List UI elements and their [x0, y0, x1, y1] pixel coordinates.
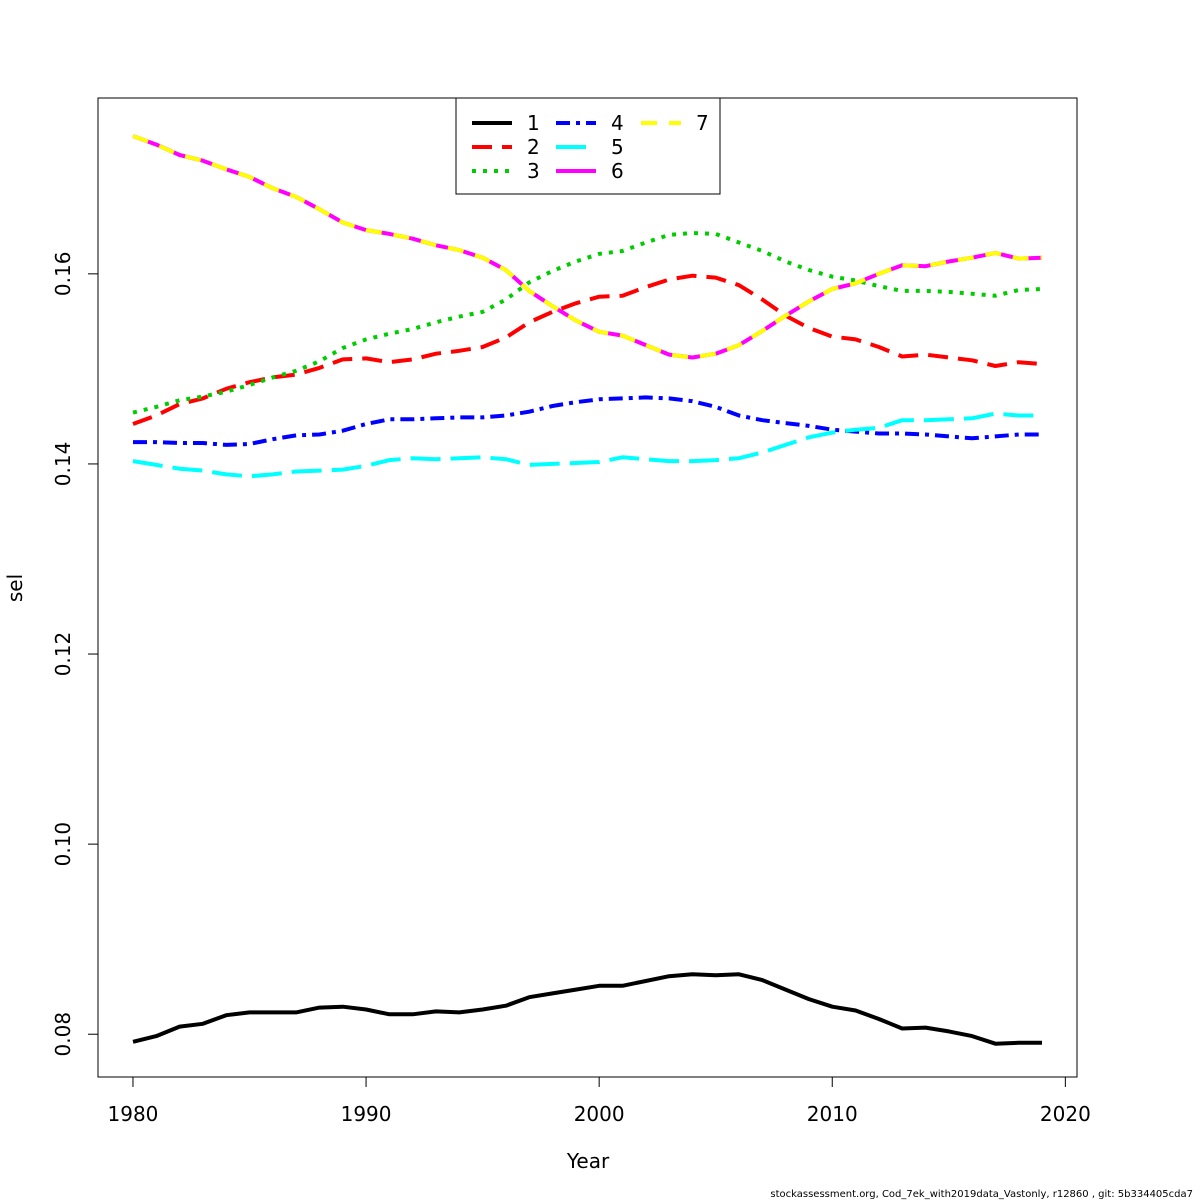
y-tick-label: 0.14 — [51, 442, 75, 487]
x-axis: 1980 1990 2000 2010 2020 — [108, 1076, 1091, 1126]
y-axis-title: sel — [3, 574, 27, 602]
series-line-4 — [133, 395, 1042, 447]
x-tick-label: 1990 — [341, 1102, 392, 1126]
x-tick-label: 1980 — [108, 1102, 159, 1126]
series-line-1 — [132, 972, 1042, 1046]
legend-label-3: 3 — [527, 159, 540, 183]
legend-label-7: 7 — [696, 111, 709, 135]
x-tick-label: 2000 — [574, 1102, 625, 1126]
y-axis: 0.08 0.10 0.12 0.14 0.16 — [51, 252, 99, 1057]
series-layer — [132, 134, 1043, 1046]
y-tick-label: 0.12 — [51, 632, 75, 677]
plot-frame — [97, 97, 1078, 1078]
legend-box — [455, 97, 721, 195]
legend-label-2: 2 — [527, 135, 540, 159]
legend-label-6: 6 — [611, 159, 624, 183]
series-line-3 — [132, 231, 1043, 415]
x-tick-label: 2020 — [1040, 1102, 1091, 1126]
footer-note: stockassessment.org, Cod_7ek_with2019dat… — [770, 1189, 1193, 1200]
y-tick-label: 0.16 — [51, 252, 75, 297]
legend-label-5: 5 — [611, 135, 624, 159]
series-line-5 — [132, 411, 1042, 479]
x-axis-title: Year — [566, 1149, 610, 1173]
legend: 123 456 7 — [455, 97, 721, 195]
y-tick-label: 0.08 — [51, 1012, 75, 1057]
x-tick-label: 2010 — [807, 1102, 858, 1126]
series-line-7 — [132, 134, 1043, 360]
legend-label-1: 1 — [527, 111, 540, 135]
y-tick-label: 0.10 — [51, 822, 75, 867]
legend-label-4: 4 — [611, 111, 624, 135]
